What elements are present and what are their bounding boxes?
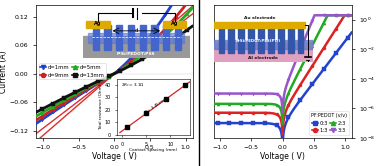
Legend: d=1mm, d=9mm, d=5mm, d=13mm: d=1mm, d=9mm, d=5mm, d=13mm [39,63,106,79]
Legend: 0:3, 1:3, 2:3, 3:3: 0:3, 1:3, 2:3, 3:3 [309,111,349,135]
X-axis label: Voltage ( V): Voltage ( V) [260,152,305,161]
Y-axis label: Current (A): Current (A) [0,50,8,93]
X-axis label: Voltage ( V): Voltage ( V) [92,152,137,161]
